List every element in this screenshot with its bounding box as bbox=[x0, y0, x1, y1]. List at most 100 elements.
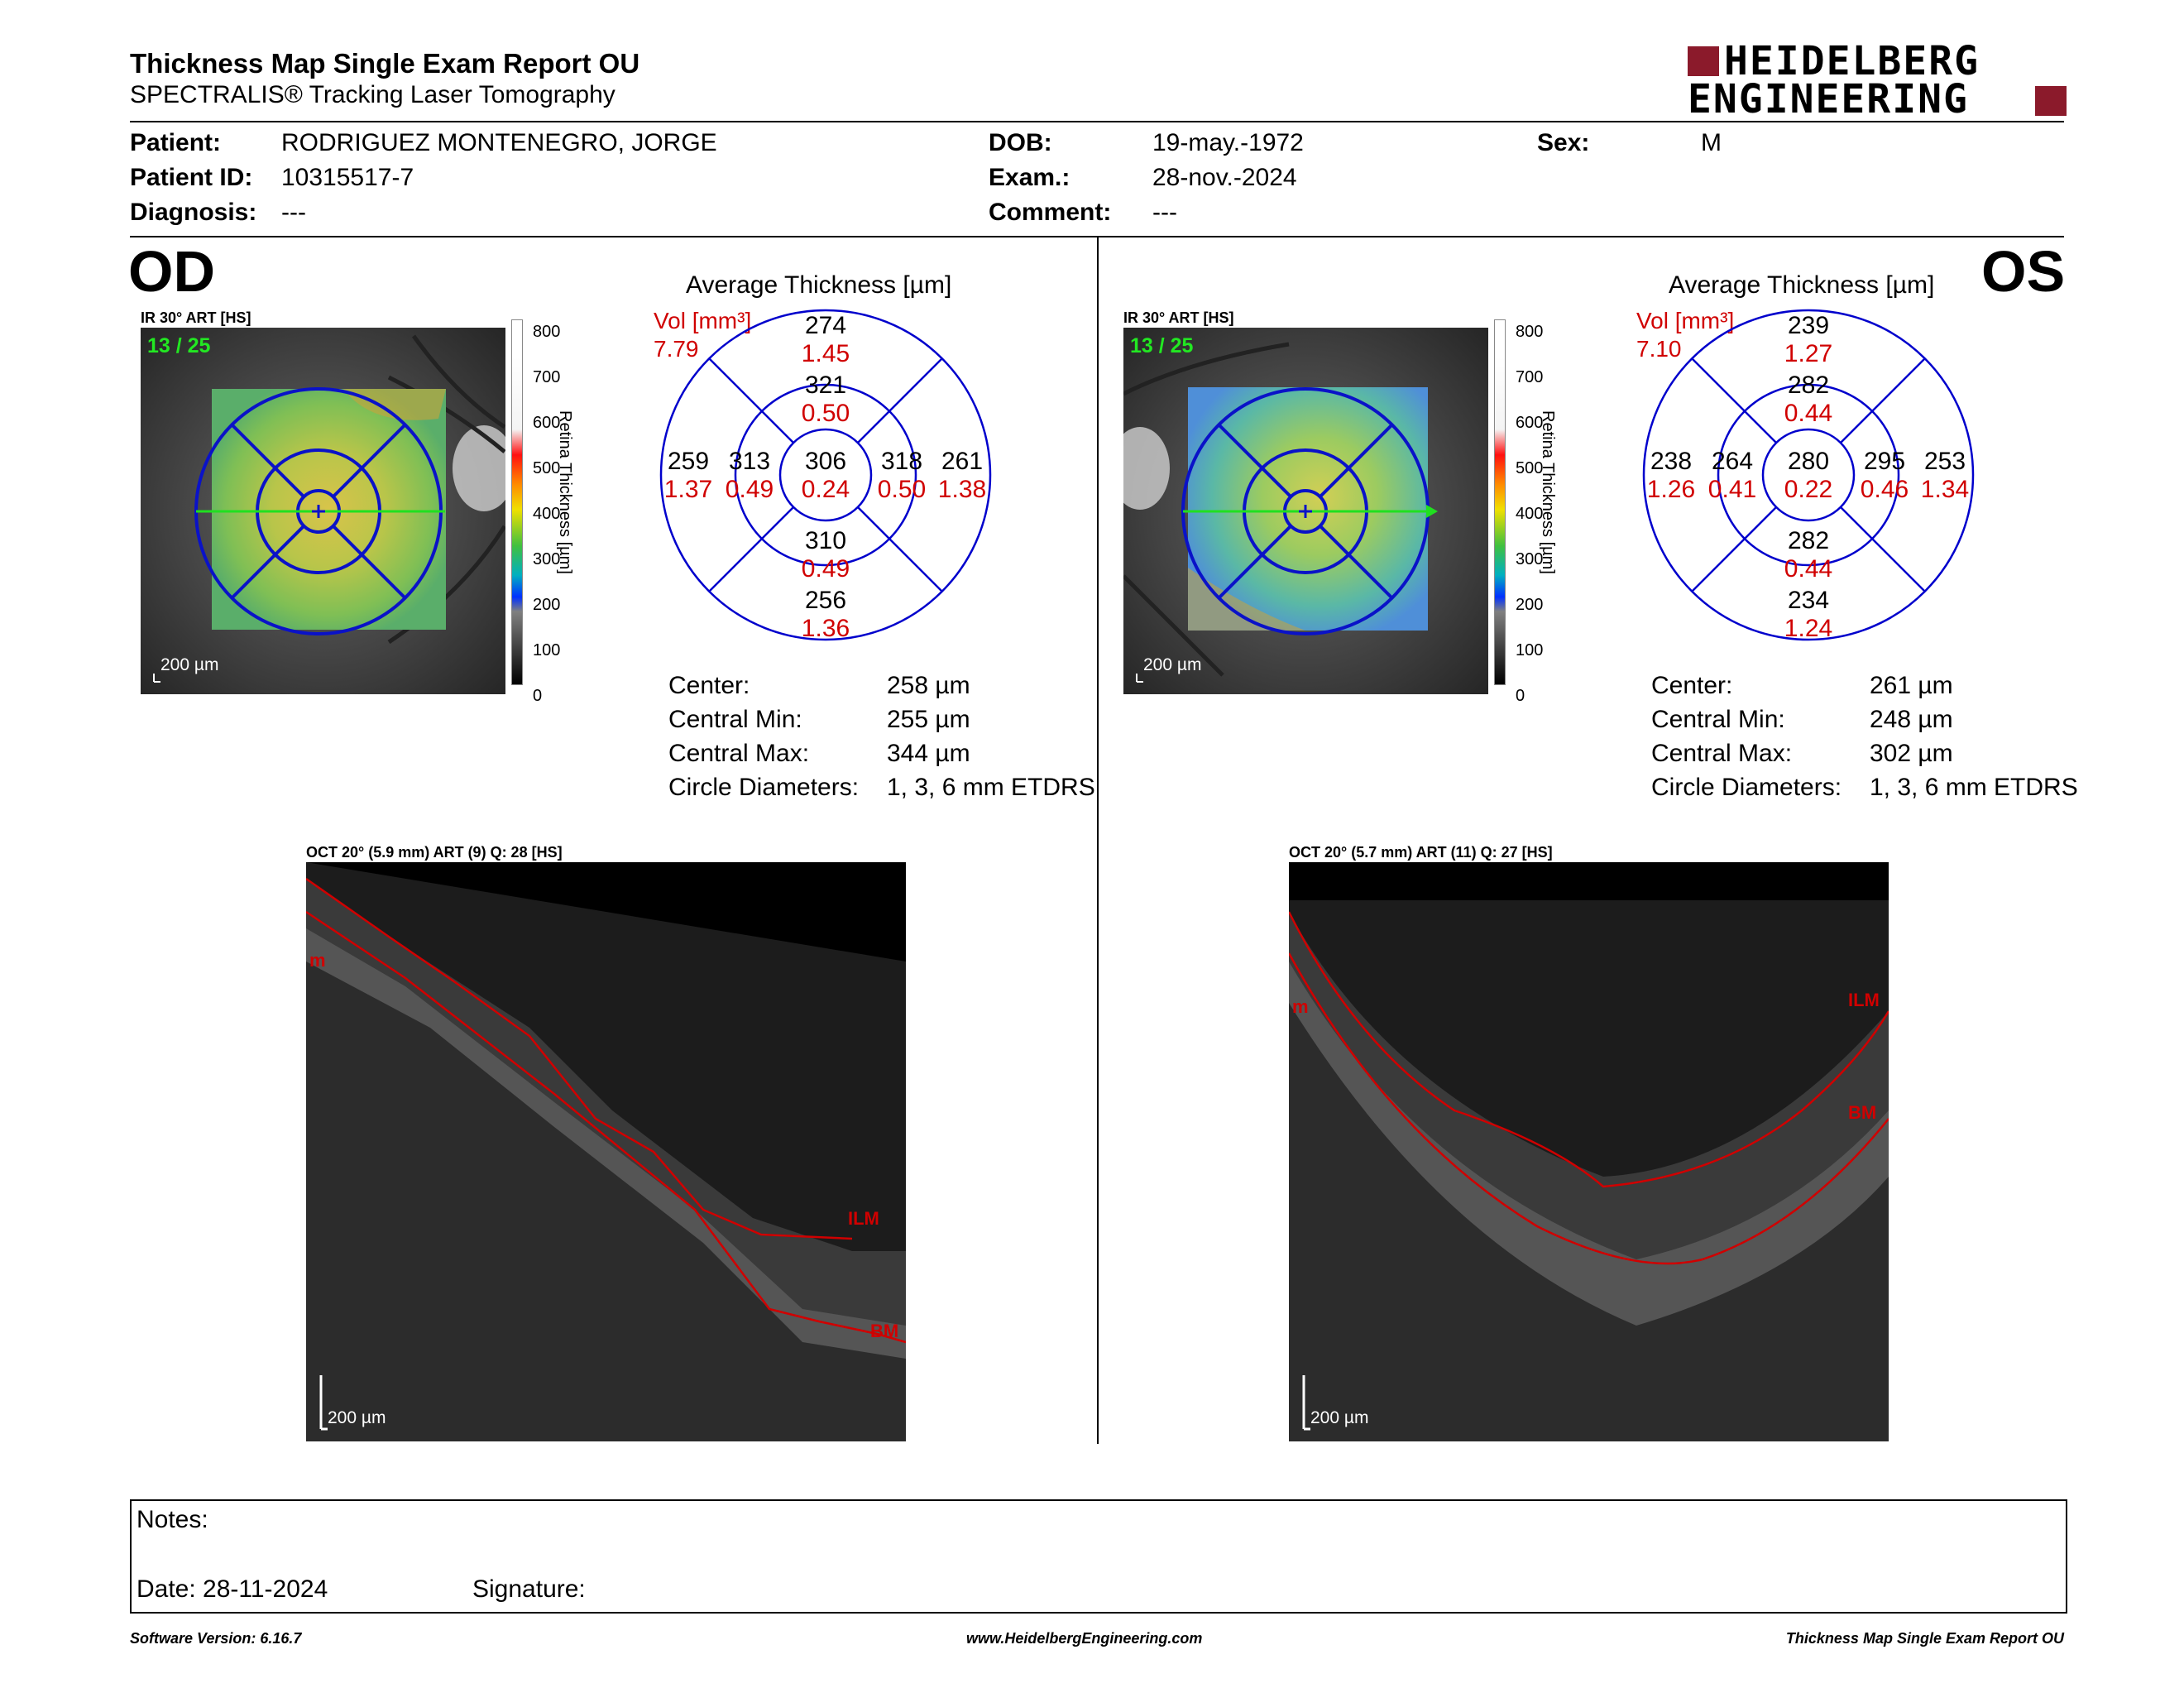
od-stat-label: Center: bbox=[668, 672, 750, 699]
os-center: 280 0.22 bbox=[1784, 448, 1833, 503]
od-inner-temporal: 318 0.50 bbox=[877, 448, 927, 503]
od-outer-superior: 274 1.45 bbox=[801, 312, 850, 367]
od-inner-superior: 321 0.50 bbox=[801, 372, 850, 427]
os-stat-value: 248 µm bbox=[1870, 706, 1953, 733]
website-link[interactable]: www.HeidelbergEngineering.com bbox=[966, 1630, 1203, 1647]
os-stat-label: Central Max: bbox=[1651, 740, 1793, 767]
os-stat-label: Circle Diameters: bbox=[1651, 774, 1842, 801]
os-m-label: m bbox=[1292, 996, 1309, 1017]
report-title: Thickness Map Single Exam Report OU bbox=[130, 48, 640, 79]
od-stat-label: Circle Diameters: bbox=[668, 774, 860, 801]
od-colorbar-ticks: 800 700 600 500 400 300 200 100 0 bbox=[533, 323, 561, 705]
os-ir-label: IR 30° ART [HS] bbox=[1123, 309, 1234, 326]
os-eye-label: OS bbox=[1981, 239, 2066, 304]
dob-label: DOB: bbox=[989, 129, 1052, 156]
date-label: Date: 28-11-2024 bbox=[136, 1575, 328, 1603]
os-stats: Center: Central Min: Central Max: Circle… bbox=[1651, 669, 1842, 804]
os-inner-inferior: 282 0.44 bbox=[1784, 527, 1833, 583]
od-stat-value: 344 µm bbox=[887, 740, 970, 767]
os-vol-label: Vol [mm³] bbox=[1636, 308, 1735, 333]
od-oct-label: OCT 20° (5.9 mm) ART (9) Q: 28 [HS] bbox=[306, 844, 563, 861]
od-stat-value: 258 µm bbox=[887, 672, 970, 699]
od-vol-value: 7.79 bbox=[654, 336, 699, 362]
od-eye-label: OD bbox=[128, 239, 215, 304]
os-stat-values: 261 µm 248 µm 302 µm 1, 3, 6 mm ETDRS bbox=[1870, 669, 2078, 804]
os-outer-inferior: 234 1.24 bbox=[1784, 587, 1833, 642]
od-fundus-scale: 200 µm bbox=[160, 655, 219, 674]
comment-label: Comment: bbox=[989, 199, 1112, 226]
software-version: Software Version: 6.16.7 bbox=[130, 1630, 302, 1647]
od-oct-bscan: m ILM BM 200 µm bbox=[306, 862, 906, 1441]
patient-label: Patient: bbox=[130, 129, 222, 156]
od-vol-label: Vol [mm³] bbox=[654, 308, 752, 333]
os-oct-scale: 200 µm bbox=[1310, 1408, 1369, 1427]
os-frame-count: 13 / 25 bbox=[1130, 334, 1194, 357]
os-inner-nasal: 264 0.41 bbox=[1707, 448, 1757, 503]
os-stat-value: 302 µm bbox=[1870, 740, 1953, 767]
od-colorbar: 800 700 600 500 400 300 200 100 0 Retina Thick… bbox=[511, 319, 627, 705]
od-stat-value: 255 µm bbox=[887, 706, 970, 733]
od-colorbar-label: Retina Thickness [µm] bbox=[556, 410, 574, 574]
os-bm-label: BM bbox=[1848, 1102, 1877, 1123]
footer-report-name: Thickness Map Single Exam Report OU bbox=[1785, 1630, 2064, 1647]
os-stat-value: 261 µm bbox=[1870, 672, 1953, 699]
od-frame-count: 13 / 25 bbox=[147, 334, 211, 357]
od-stat-label: Central Min: bbox=[668, 706, 802, 733]
od-outer-inferior: 256 1.36 bbox=[801, 587, 850, 642]
os-avg-thickness-title: Average Thickness [µm] bbox=[1669, 271, 1935, 299]
os-fundus-thickness-map: 13 / 25 200 µm bbox=[1123, 328, 1488, 694]
patient-id-label: Patient ID: bbox=[130, 164, 253, 191]
os-ilm-label: ILM bbox=[1848, 990, 1880, 1010]
os-oct-bscan: m ILM BM 200 µm bbox=[1289, 862, 1889, 1441]
signature-label: Signature: bbox=[472, 1575, 586, 1603]
od-outer-temporal: 261 1.38 bbox=[937, 448, 987, 503]
diagnosis-label: Diagnosis: bbox=[130, 199, 257, 226]
sex-label: Sex: bbox=[1537, 129, 1590, 156]
od-ir-label: IR 30° ART [HS] bbox=[141, 309, 251, 326]
os-stat-label: Central Min: bbox=[1651, 706, 1785, 733]
os-fundus-scale: 200 µm bbox=[1143, 655, 1202, 674]
od-fundus-thickness-map: 13 / 25 200 µm bbox=[141, 328, 505, 694]
od-center: 306 0.24 bbox=[801, 448, 850, 503]
od-stat-value: 1, 3, 6 mm ETDRS bbox=[887, 774, 1095, 801]
os-etdrs-grid bbox=[1642, 309, 1975, 641]
os-vol-value: 7.10 bbox=[1636, 336, 1682, 362]
exam-label: Exam.: bbox=[989, 164, 1070, 191]
od-stat-label: Central Max: bbox=[668, 740, 810, 767]
od-inner-inferior: 310 0.49 bbox=[801, 527, 850, 583]
od-stat-values: 258 µm 255 µm 344 µm 1, 3, 6 mm ETDRS bbox=[887, 669, 1095, 804]
os-colorbar-label: Retina Thickness [µm] bbox=[1539, 410, 1557, 574]
od-ilm-label: ILM bbox=[848, 1208, 879, 1229]
notes-label: Notes: bbox=[136, 1506, 208, 1533]
os-colorbar: 800 700 600 500 400 300 200 100 0 Retina Thick… bbox=[1494, 319, 1610, 705]
od-etdrs-grid bbox=[659, 309, 992, 641]
os-outer-superior: 239 1.27 bbox=[1784, 312, 1833, 367]
eye-divider bbox=[1097, 237, 1099, 1444]
comment-value: --- bbox=[1152, 199, 1177, 226]
dob-value: 19-may.-1972 bbox=[1152, 129, 1304, 156]
os-inner-temporal: 295 0.46 bbox=[1860, 448, 1909, 503]
notes-box[interactable]: Notes: Date: 28-11-2024 Signature: bbox=[130, 1499, 2067, 1614]
os-outer-nasal: 238 1.26 bbox=[1646, 448, 1696, 503]
patient-id: 10315517-7 bbox=[281, 164, 414, 191]
os-outer-temporal: 253 1.34 bbox=[1920, 448, 1970, 503]
logo-line2: ENGINEERING bbox=[1688, 76, 1969, 122]
od-stats: Center: Central Min: Central Max: Circle… bbox=[668, 669, 859, 804]
od-avg-thickness-title: Average Thickness [µm] bbox=[686, 271, 952, 299]
diagnosis-value: --- bbox=[281, 199, 306, 226]
report-subtitle: SPECTRALIS® Tracking Laser Tomography bbox=[130, 81, 615, 108]
logo-line1: HEIDELBERG bbox=[1724, 38, 1980, 84]
os-colorbar-ticks: 800 700 600 500 400 300 200 100 0 bbox=[1516, 323, 1544, 705]
heidelberg-logo: HEIDELBERG ENGINEERING bbox=[1688, 38, 2067, 122]
patient-name: RODRIGUEZ MONTENEGRO, JORGE bbox=[281, 129, 717, 156]
od-inner-nasal: 313 0.49 bbox=[725, 448, 774, 503]
od-outer-nasal: 259 1.37 bbox=[663, 448, 713, 503]
os-stat-value: 1, 3, 6 mm ETDRS bbox=[1870, 774, 2078, 801]
sex-value: M bbox=[1701, 129, 1722, 156]
od-bm-label: BM bbox=[870, 1321, 899, 1341]
od-oct-scale: 200 µm bbox=[328, 1408, 386, 1427]
exam-value: 28-nov.-2024 bbox=[1152, 164, 1297, 191]
od-m-label: m bbox=[309, 950, 326, 971]
os-oct-label: OCT 20° (5.7 mm) ART (11) Q: 27 [HS] bbox=[1289, 844, 1553, 861]
os-stat-label: Center: bbox=[1651, 672, 1733, 699]
